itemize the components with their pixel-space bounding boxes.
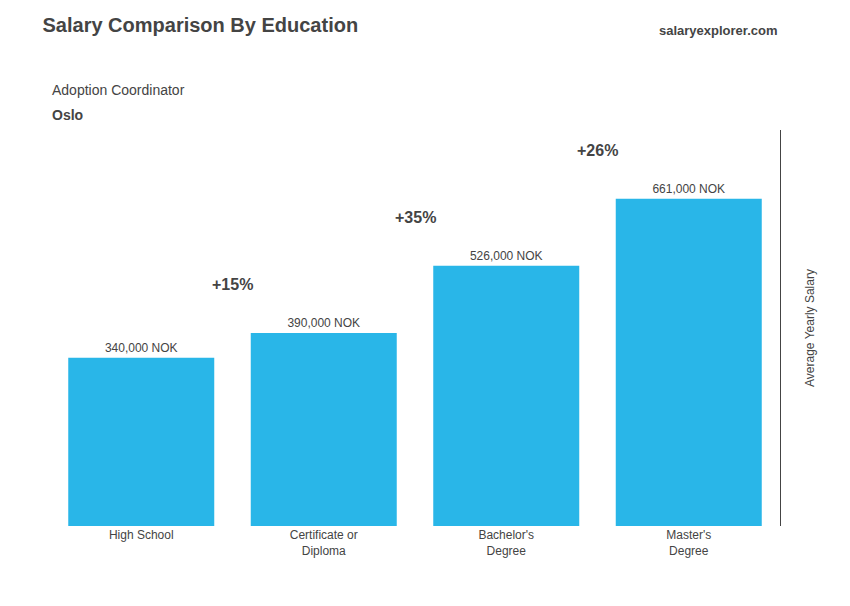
svg-text:Certificate orDiploma: Certificate orDiploma bbox=[290, 528, 358, 558]
svg-text:+26%: +26% bbox=[577, 142, 618, 159]
svg-text:526,000 NOK: 526,000 NOK bbox=[470, 249, 543, 263]
svg-text:340,000 NOK: 340,000 NOK bbox=[105, 341, 178, 355]
svg-text:High School: High School bbox=[109, 528, 174, 542]
svg-text:Bachelor'sDegree: Bachelor'sDegree bbox=[478, 528, 534, 558]
svg-text:390,000 NOK: 390,000 NOK bbox=[287, 316, 360, 330]
svg-text:Salary Comparison By Education: Salary Comparison By Education bbox=[43, 14, 359, 36]
svg-text:salaryexplorer.com: salaryexplorer.com bbox=[659, 23, 778, 38]
svg-text:Average Yearly Salary: Average Yearly Salary bbox=[803, 269, 817, 387]
svg-text:+35%: +35% bbox=[395, 209, 436, 226]
svg-text:Oslo: Oslo bbox=[52, 107, 83, 123]
svg-text:Adoption Coordinator: Adoption Coordinator bbox=[52, 82, 185, 98]
svg-text:+15%: +15% bbox=[212, 276, 253, 293]
svg-text:Master'sDegree: Master'sDegree bbox=[666, 528, 711, 558]
svg-text:661,000 NOK: 661,000 NOK bbox=[652, 182, 725, 196]
